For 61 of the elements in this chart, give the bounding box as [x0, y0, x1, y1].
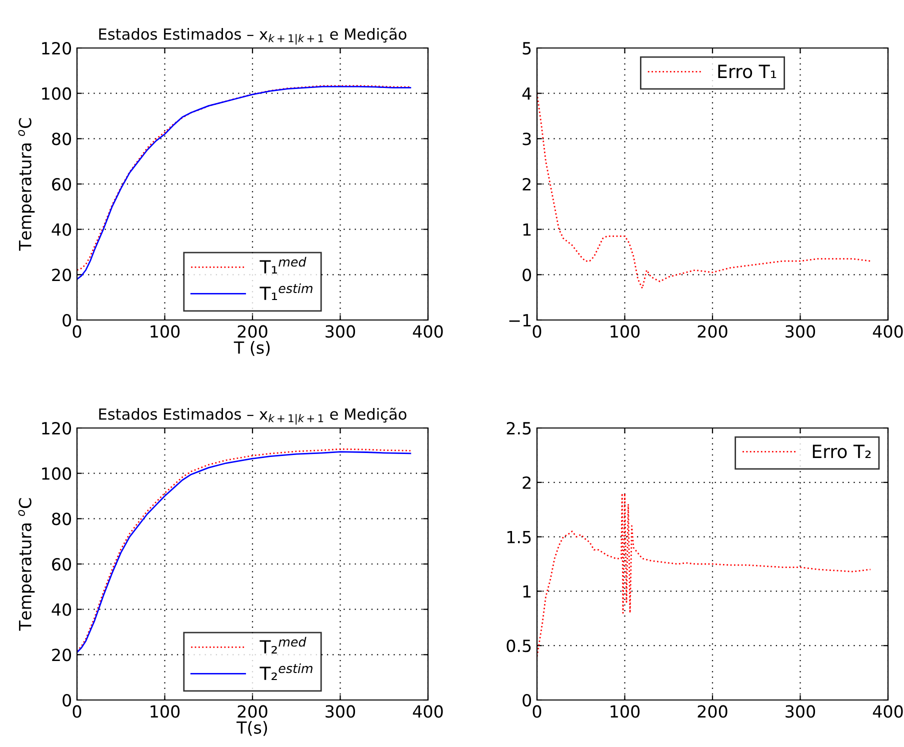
x-tick-label: 100 [610, 705, 640, 718]
x-tick-label: 200 [698, 325, 728, 338]
y-tick-label: 5 [522, 42, 531, 55]
y-tick-label: 4 [522, 88, 532, 100]
y-tick-label: 120 [42, 422, 72, 435]
y-tick-label: 40 [52, 603, 72, 616]
x-tick-label: 400 [872, 705, 903, 718]
legend-label: T₂$^{med}$ [260, 636, 306, 654]
y-tick-label: 120 [42, 42, 72, 55]
x-tick-label: 100 [150, 325, 180, 338]
x-tick-label: 300 [786, 705, 816, 718]
y-tick-label: 1 [523, 585, 531, 598]
y-tick-label: 100 [42, 467, 72, 480]
x-tick-label: 200 [238, 325, 268, 338]
x-tick-label: 300 [326, 705, 356, 718]
x-axis-title: T (s) [234, 341, 270, 356]
x-tick-label: 0 [72, 325, 82, 338]
x-tick-label: 300 [326, 325, 356, 338]
x-axis-title: T(s) [236, 721, 268, 736]
x-tick-label: 200 [698, 705, 728, 718]
x-tick-label: 200 [238, 705, 268, 718]
y-tick-label: 40 [52, 223, 72, 236]
y-tick-label: 0 [62, 314, 72, 327]
y-tick-label: 60 [52, 178, 72, 191]
legend-label: Erro T₁ [718, 64, 776, 78]
y-tick-label: 80 [52, 132, 72, 146]
x-tick-label: 100 [610, 325, 640, 338]
y-tick-label: 0 [62, 694, 72, 707]
y-axis-title: Temperatura $^{o}$C [18, 118, 35, 251]
y-tick-label: 2 [522, 178, 530, 190]
y-tick-label: 20 [52, 648, 72, 662]
legend-label: T₂$^{estim}$ [260, 663, 312, 680]
line-series [537, 492, 872, 658]
line-series [537, 92, 872, 289]
x-tick-label: 0 [532, 325, 542, 338]
y-tick-label: 100 [42, 87, 72, 100]
y-tick-label: 0 [522, 694, 532, 707]
y-tick-label: 1 [523, 224, 531, 236]
y-axis-title: Temperatura $^{o}$C [18, 498, 35, 631]
y-tick-label: 0.5 [506, 640, 531, 652]
y-tick-label: 0 [522, 268, 532, 282]
y-tick-label: 2 [522, 476, 530, 489]
y-tick-label: 2.5 [506, 422, 531, 435]
chart-title: Estados Estimados – x$_{k+1|k+1}$ e Medição [99, 408, 406, 425]
legend-label: Erro T₂ [812, 444, 871, 458]
x-tick-label: 400 [872, 325, 903, 338]
y-tick-label: 1.5 [507, 530, 531, 544]
x-tick-label: 0 [532, 705, 542, 718]
y-tick-label: 80 [52, 512, 72, 526]
legend-label: T₁$^{med}$ [260, 256, 306, 274]
x-tick-label: 100 [150, 705, 180, 718]
y-tick-label: 20 [52, 268, 72, 282]
x-tick-label: 0 [72, 705, 82, 718]
y-tick-label: −1 [509, 314, 531, 326]
chart-title: Estados Estimados – x$_{k+1|k+1}$ e Medição [99, 28, 406, 45]
x-tick-label: 400 [412, 705, 443, 718]
y-tick-label: 60 [52, 558, 72, 571]
x-tick-label: 300 [786, 325, 816, 338]
legend-label: T₁$^{estim}$ [260, 283, 312, 300]
y-tick-label: 3 [522, 132, 531, 146]
x-tick-label: 400 [412, 325, 443, 338]
